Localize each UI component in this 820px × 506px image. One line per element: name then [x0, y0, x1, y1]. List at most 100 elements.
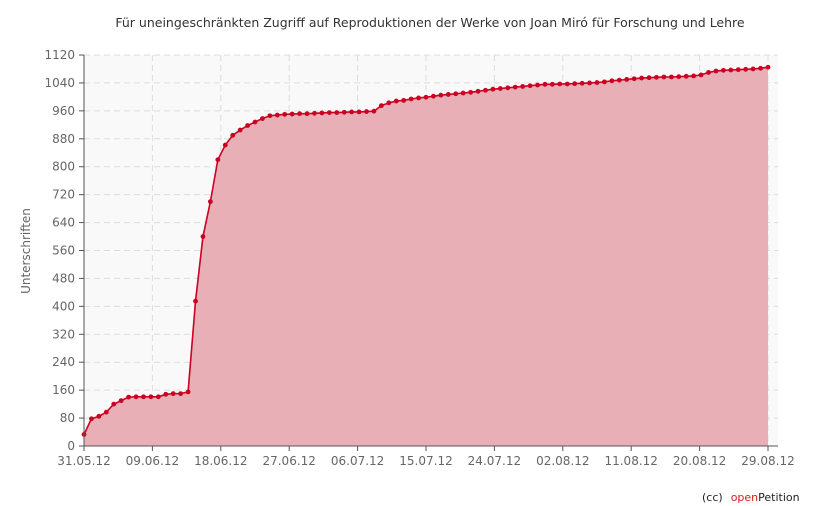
data-point — [564, 81, 570, 87]
data-point — [706, 70, 711, 75]
data-point — [490, 86, 496, 92]
data-point — [274, 112, 280, 118]
data-point — [661, 74, 667, 80]
x-tick-label: 06.07.12 — [331, 454, 384, 468]
x-tick-label: 20.08.12 — [673, 454, 726, 468]
data-point — [557, 81, 563, 87]
data-point — [542, 81, 548, 87]
brand-open[interactable]: open — [730, 491, 759, 504]
data-point — [713, 68, 719, 74]
data-point — [133, 394, 139, 400]
footer-credit: (cc) openPetition — [702, 491, 800, 504]
data-point — [393, 98, 399, 104]
y-tick-label: 480 — [52, 271, 75, 285]
data-point — [445, 92, 451, 97]
data-point — [163, 391, 169, 397]
data-point — [468, 89, 474, 95]
data-point — [631, 76, 637, 82]
y-tick-label: 880 — [52, 132, 75, 146]
signature-series — [81, 64, 771, 446]
data-point — [505, 85, 511, 91]
data-point — [676, 74, 682, 80]
data-point — [646, 75, 652, 81]
y-tick-label: 800 — [52, 160, 75, 174]
data-point — [178, 391, 184, 397]
data-point — [758, 65, 763, 71]
x-axis-ticks: 31.05.12 09.06.12 18.06.12 27.06.12 06.07.12… — [57, 446, 795, 468]
data-point — [602, 79, 607, 85]
data-point — [96, 413, 102, 419]
data-point — [483, 87, 488, 93]
data-point — [475, 88, 481, 94]
data-point — [111, 401, 117, 407]
data-point — [616, 77, 622, 83]
x-tick-label: 09.06.12 — [126, 454, 179, 468]
x-tick-label: 27.06.12 — [262, 454, 315, 468]
x-tick-label: 18.06.12 — [194, 454, 247, 468]
data-point — [103, 409, 109, 415]
data-point — [691, 73, 697, 79]
data-point — [512, 84, 518, 90]
data-point — [438, 92, 444, 98]
data-point — [148, 394, 154, 400]
y-axis-ticks: 0 80 160 240 320 400 480 560 640 720 800 880 960 1040… — [44, 48, 84, 453]
data-point — [594, 80, 600, 85]
data-point — [126, 394, 132, 400]
data-point — [200, 234, 206, 239]
data-point — [207, 199, 213, 205]
data-point — [222, 142, 228, 148]
data-point — [668, 74, 674, 80]
data-point — [170, 391, 176, 397]
data-point — [431, 93, 436, 99]
data-point — [416, 95, 421, 101]
data-point — [527, 83, 533, 89]
data-point — [245, 123, 250, 128]
data-point — [378, 103, 384, 109]
x-tick-label: 29.08.12 — [741, 454, 794, 468]
data-point — [579, 80, 585, 86]
data-point — [735, 67, 741, 73]
y-tick-label: 80 — [60, 411, 75, 425]
x-tick-label: 02.08.12 — [536, 454, 589, 468]
data-point — [282, 111, 288, 117]
data-point — [364, 109, 369, 114]
data-point — [155, 394, 161, 400]
data-point — [750, 66, 756, 72]
data-point — [497, 86, 503, 91]
data-point — [267, 113, 273, 119]
data-point — [252, 119, 258, 125]
y-tick-label: 560 — [52, 244, 75, 258]
data-point — [728, 67, 734, 73]
data-point — [289, 111, 295, 117]
brand-petition[interactable]: Petition — [758, 491, 800, 504]
data-point — [386, 100, 392, 106]
data-point — [326, 110, 332, 115]
chart-title: Für uneingeschränkten Zugriff auf Reprod… — [115, 15, 745, 30]
x-tick-label: 31.05.12 — [57, 454, 110, 468]
y-tick-label: 240 — [52, 355, 75, 369]
data-point — [743, 66, 749, 72]
y-tick-label: 1040 — [44, 76, 75, 90]
data-point — [683, 73, 689, 79]
data-point — [453, 91, 459, 97]
data-point — [356, 109, 362, 115]
data-point — [260, 116, 265, 121]
y-tick-label: 720 — [52, 188, 75, 202]
y-tick-label: 400 — [52, 299, 75, 313]
data-point — [460, 90, 466, 96]
x-tick-label: 15.07.12 — [399, 454, 452, 468]
data-point — [215, 157, 221, 163]
data-point — [587, 80, 592, 86]
data-point — [141, 394, 146, 400]
data-point — [312, 110, 317, 116]
area-fill — [84, 67, 768, 446]
data-point — [520, 84, 526, 89]
data-point — [401, 97, 407, 103]
data-point — [304, 111, 310, 117]
data-point — [572, 81, 578, 87]
data-point — [118, 398, 124, 404]
data-point — [654, 74, 659, 80]
data-point — [371, 108, 377, 114]
data-point — [185, 389, 191, 395]
